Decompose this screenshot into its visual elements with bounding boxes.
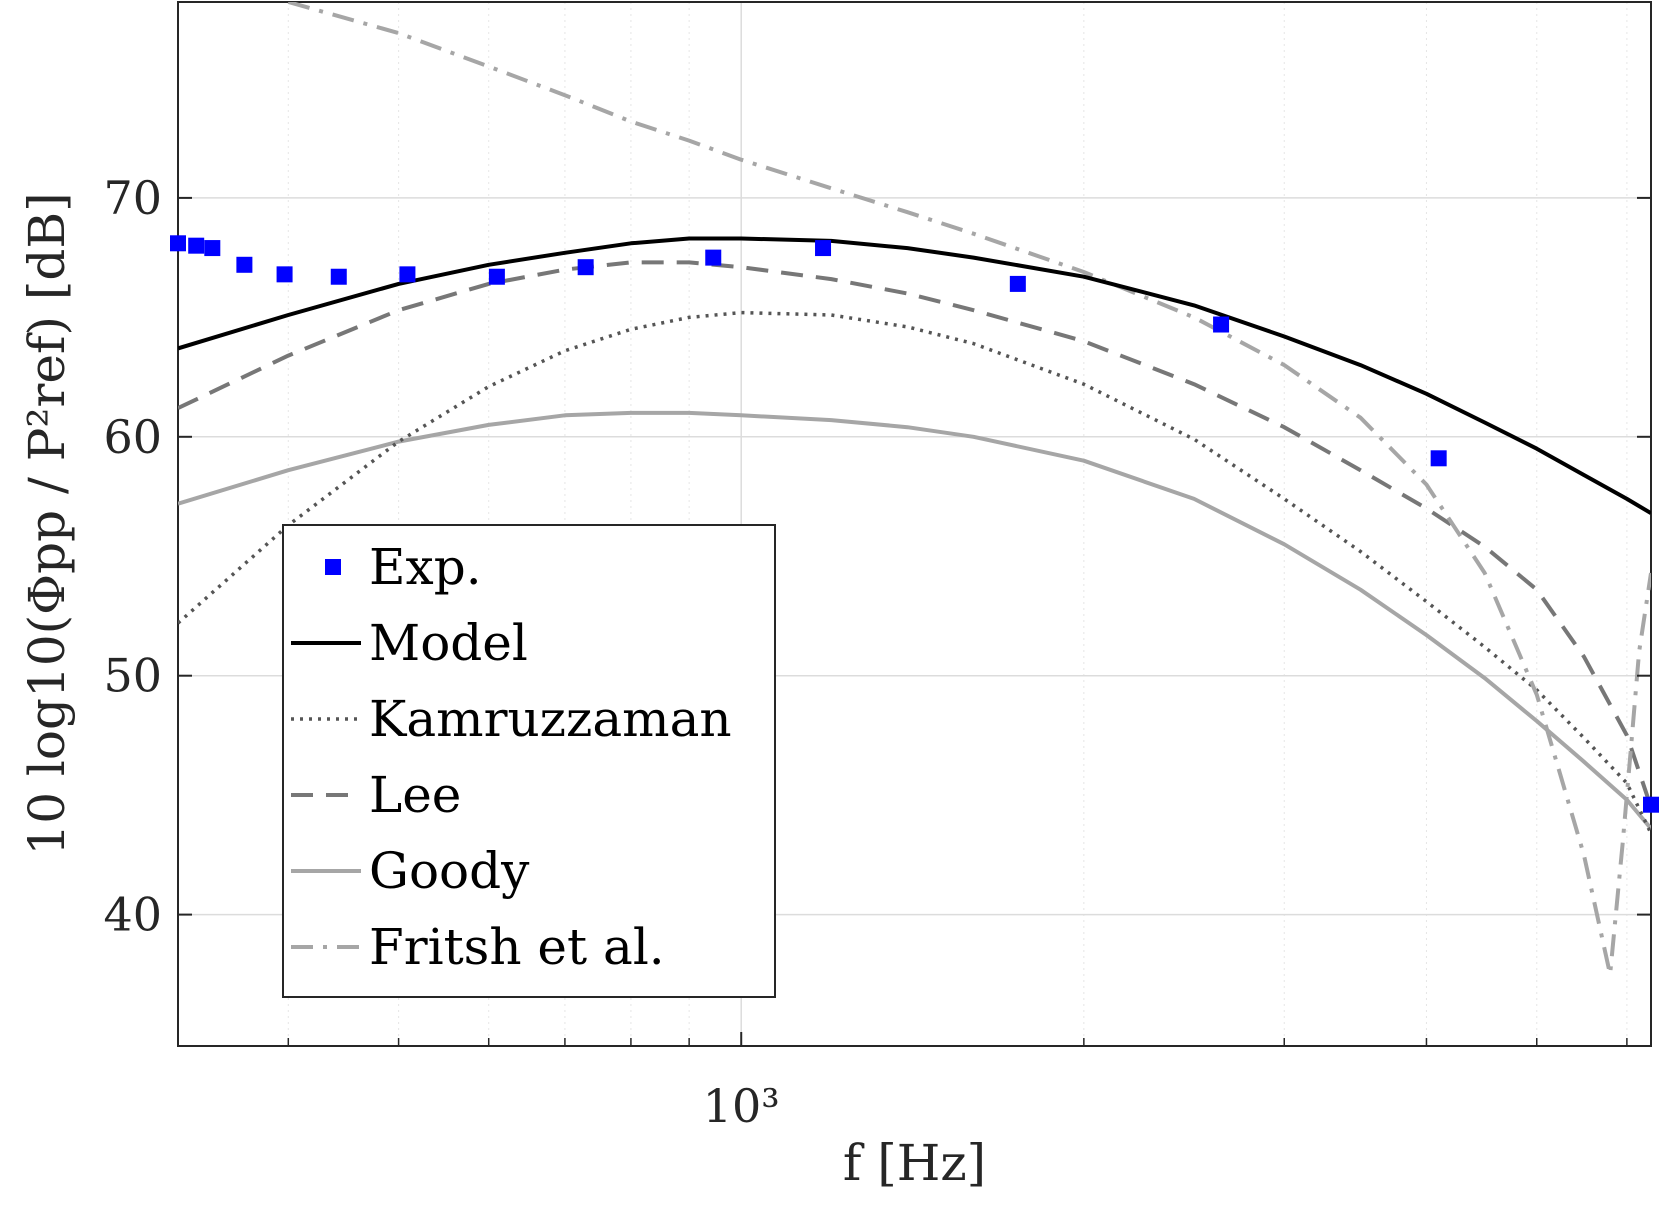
series-line-fritsh-et-al: [287, 2, 1651, 977]
series-line-goody: [178, 410, 1651, 830]
y-tick-label: 70: [103, 171, 162, 225]
series-exp-markers: [170, 235, 1659, 813]
series-layer: [170, 2, 1659, 977]
axis-ticks: 40 50 60 70 10³: [103, 171, 1651, 1133]
y-tick-label: 40: [103, 888, 162, 942]
legend: Exp. Model Kamruzzaman Lee Goody Fritsh et al…: [282, 524, 776, 998]
data-point: [188, 237, 205, 254]
legend-marker: [325, 559, 341, 575]
plot-area-frame: [177, 1, 1652, 1047]
data-point: [577, 259, 594, 276]
data-point: [236, 256, 253, 273]
y-tick-label: 50: [103, 649, 162, 703]
data-point: [1009, 275, 1026, 292]
y-tick-label: 60: [103, 410, 162, 464]
data-point: [399, 266, 416, 283]
data-point: [488, 268, 505, 285]
series-line-kamruzzaman: [178, 310, 1651, 835]
data-point: [1643, 796, 1659, 813]
legend-label: Fritsh et al.: [369, 918, 665, 976]
data-point: [276, 266, 293, 283]
legend-label: Model: [369, 614, 528, 672]
data-point: [705, 249, 722, 266]
data-point: [170, 235, 186, 252]
data-point: [815, 240, 832, 257]
data-point: [204, 240, 221, 257]
data-point: [330, 268, 347, 285]
legend-label: Goody: [369, 842, 530, 900]
legend-label: Kamruzzaman: [369, 690, 732, 748]
x-axis-title: f [Hz]: [843, 1134, 986, 1192]
data-point: [1430, 450, 1447, 467]
series-line-lee: [178, 260, 1651, 808]
legend-label: Exp.: [369, 538, 482, 596]
y-axis-title: 10 log10(Φpp / P²ref) [dB]: [18, 192, 76, 855]
x-tick-label: 10³: [703, 1079, 780, 1133]
legend-box: [282, 524, 776, 998]
data-point: [1213, 316, 1230, 333]
series-line-model: [178, 236, 1651, 515]
legend-label: Lee: [369, 766, 461, 824]
